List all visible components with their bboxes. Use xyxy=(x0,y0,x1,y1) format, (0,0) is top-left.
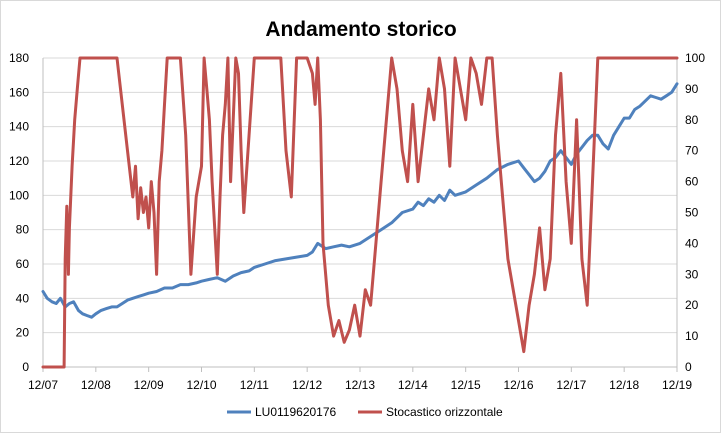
legend: LU0119620176 Stocastico orizzontale xyxy=(227,405,503,419)
right-tick-label: 70 xyxy=(685,144,699,158)
right-tick-label: 60 xyxy=(685,175,699,189)
x-tick-label: 12/08 xyxy=(81,378,111,392)
x-tick-label: 12/18 xyxy=(609,378,639,392)
x-tick-label: 12/14 xyxy=(398,378,428,392)
left-tick-label: 60 xyxy=(16,257,30,271)
series-lines xyxy=(41,56,679,369)
left-tick-label: 120 xyxy=(9,154,29,168)
right-tick-label: 40 xyxy=(685,236,699,250)
left-tick-label: 180 xyxy=(9,51,29,65)
series-line-2 xyxy=(41,56,679,369)
axes: 0 20 40 60 80 100 120 140 160 180 0 10 20 30 40 50 60 70 8… xyxy=(9,51,705,392)
x-tick-label: 12/12 xyxy=(292,378,322,392)
right-tick-label: 50 xyxy=(685,206,699,220)
x-tick-label: 12/09 xyxy=(134,378,164,392)
right-tick-label: 20 xyxy=(685,298,699,312)
x-tick-label: 12/11 xyxy=(240,378,269,392)
right-tick-label: 0 xyxy=(685,360,692,374)
left-tick-label: 160 xyxy=(9,85,29,99)
legend-label-2: Stocastico orizzontale xyxy=(386,405,503,419)
gridlines xyxy=(43,57,677,334)
right-tick-label: 100 xyxy=(685,51,705,65)
x-tick-label: 12/19 xyxy=(662,378,692,392)
x-tick-label: 12/10 xyxy=(186,378,216,392)
chart-title: Andamento storico xyxy=(265,18,456,41)
series-line-1 xyxy=(41,82,679,319)
x-tick-label: 12/17 xyxy=(556,378,586,392)
left-tick-label: 0 xyxy=(22,360,29,374)
x-tick-label: 12/16 xyxy=(503,378,533,392)
x-tick-label: 12/15 xyxy=(451,378,481,392)
legend-label-1: LU0119620176 xyxy=(255,405,337,419)
left-tick-label: 40 xyxy=(16,291,30,305)
left-tick-label: 140 xyxy=(9,120,29,134)
left-tick-label: 20 xyxy=(16,326,30,340)
right-tick-label: 80 xyxy=(685,113,699,127)
right-tick-label: 30 xyxy=(685,267,699,281)
right-tick-label: 90 xyxy=(685,82,699,96)
right-tick-label: 10 xyxy=(685,329,699,343)
left-tick-label: 100 xyxy=(9,188,29,202)
x-tick-label: 12/07 xyxy=(28,378,58,392)
left-tick-label: 80 xyxy=(16,223,30,237)
x-tick-label: 12/13 xyxy=(345,378,375,392)
